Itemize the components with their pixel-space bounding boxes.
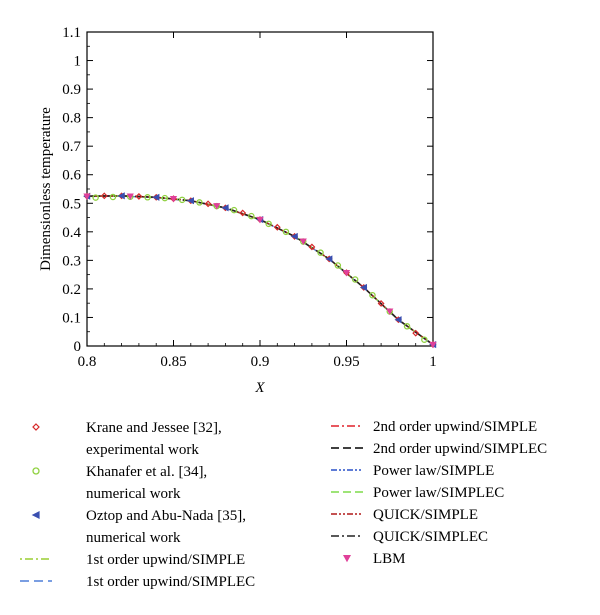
y-tick-label: 0.3 (62, 253, 81, 269)
data-point (377, 300, 385, 307)
data-point (325, 255, 333, 263)
legend-label: Krane and Jessee [32], (86, 420, 222, 436)
y-tick-label: 0.9 (62, 82, 81, 98)
x-tick-label: 1 (429, 354, 437, 370)
y-tick-label: 0.6 (62, 168, 81, 184)
data-point (117, 192, 125, 200)
legend-label: Khanafer et al. [34], (86, 464, 207, 480)
y-tick-label: 0.1 (62, 310, 81, 326)
legend-label: Oztop and Abu-Nada [35], (86, 508, 246, 524)
data-point (83, 193, 91, 200)
legend: Krane and Jessee [32], experimental work K… (20, 419, 547, 590)
legend-symbol (31, 511, 40, 519)
y-tick-label: 1.1 (62, 25, 81, 41)
data-point (221, 204, 229, 212)
data-point (359, 283, 367, 292)
data-point (230, 206, 238, 214)
legend-label: 2nd order upwind/SIMPLEC (373, 441, 547, 457)
data-point (265, 220, 272, 228)
plot-frame (86, 31, 434, 347)
series-line (86, 195, 434, 346)
plot-area: 0.8 0.85 0.9 0.95 1 0 0.1 0.2 0.3 0.4 0.5 0.6 0.7 0.8… (62, 25, 437, 370)
data-point (135, 192, 143, 200)
legend-symbol (32, 467, 40, 475)
data-point (109, 193, 117, 201)
legend-symbol (32, 423, 40, 431)
y-tick-label: 0 (74, 339, 82, 355)
data-point (239, 209, 247, 217)
y-tick-label: 1 (74, 54, 82, 70)
data-point (317, 249, 324, 256)
data-point (429, 341, 437, 349)
legend-label: Power law/SIMPLEC (373, 485, 504, 501)
legend-label: 1st order upwind/SIMPLEC (86, 574, 255, 590)
data-point (126, 193, 134, 200)
data-point (169, 196, 178, 203)
data-point (369, 291, 376, 299)
y-axis-title: Dimensionless temperature (38, 107, 54, 271)
y-tick-label: 0.2 (62, 282, 81, 298)
data-point (256, 216, 264, 224)
data-point (273, 223, 281, 231)
legend-label: experimental work (86, 442, 199, 458)
data-point (412, 329, 420, 337)
data-point (161, 194, 169, 202)
x-tick-label: 0.95 (333, 354, 359, 370)
legend-label: numerical work (86, 530, 181, 546)
data-point (421, 336, 428, 343)
y-tick-label: 0.4 (62, 225, 81, 241)
data-point (351, 276, 359, 283)
data-point (152, 193, 160, 201)
data-point (403, 323, 411, 330)
y-tick-label: 0.7 (62, 139, 81, 155)
x-axis-title: X (254, 380, 265, 396)
legend-symbol (342, 554, 352, 563)
data-point (308, 243, 316, 251)
legend-label: 2nd order upwind/SIMPLE (373, 419, 537, 435)
legend-label: QUICK/SIMPLEC (373, 529, 488, 545)
data-point (144, 194, 151, 201)
legend-label: Power law/SIMPLE (373, 463, 494, 479)
legend-label: 1st order upwind/SIMPLE (86, 552, 245, 568)
data-point (290, 232, 298, 240)
data-point (342, 269, 351, 277)
data-point (92, 194, 99, 201)
data-point (178, 196, 186, 204)
legend-label: QUICK/SIMPLE (373, 507, 478, 523)
x-tick-label: 0.9 (251, 354, 270, 370)
data-point (186, 197, 194, 205)
y-tick-label: 0.8 (62, 111, 81, 127)
y-tick-label: 0.5 (62, 196, 81, 212)
legend-label: LBM (373, 551, 406, 567)
data-point (334, 262, 342, 269)
data-point (248, 212, 255, 220)
x-tick-label: 0.85 (160, 354, 186, 370)
legend-label: numerical work (86, 486, 181, 502)
data-point (213, 203, 221, 210)
data-point (299, 238, 307, 246)
x-tick-label: 0.8 (78, 354, 97, 370)
data-point (100, 192, 108, 200)
data-point (196, 199, 203, 206)
data-point (204, 200, 212, 208)
data-point (386, 308, 394, 316)
data-point (394, 316, 402, 324)
data-point (282, 228, 290, 236)
